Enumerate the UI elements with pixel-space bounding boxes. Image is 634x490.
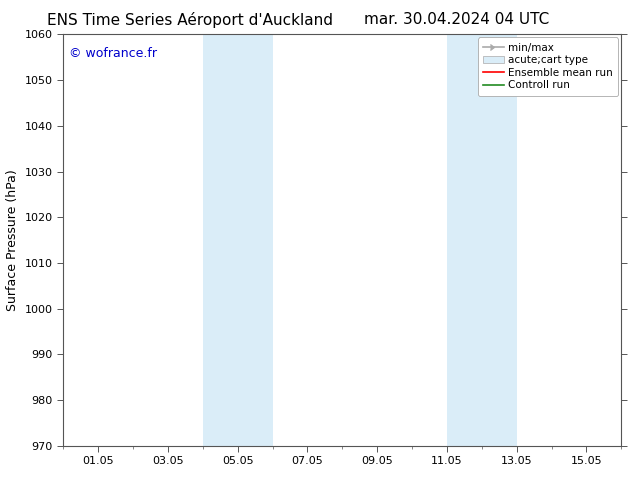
Text: © wofrance.fr: © wofrance.fr	[69, 47, 157, 60]
Text: mar. 30.04.2024 04 UTC: mar. 30.04.2024 04 UTC	[364, 12, 549, 27]
Text: ENS Time Series Aéroport d'Auckland: ENS Time Series Aéroport d'Auckland	[47, 12, 333, 28]
Y-axis label: Surface Pressure (hPa): Surface Pressure (hPa)	[6, 169, 19, 311]
Legend: min/max, acute;cart type, Ensemble mean run, Controll run: min/max, acute;cart type, Ensemble mean …	[478, 37, 618, 96]
Bar	[203, 34, 273, 446]
Bar	[447, 34, 517, 446]
